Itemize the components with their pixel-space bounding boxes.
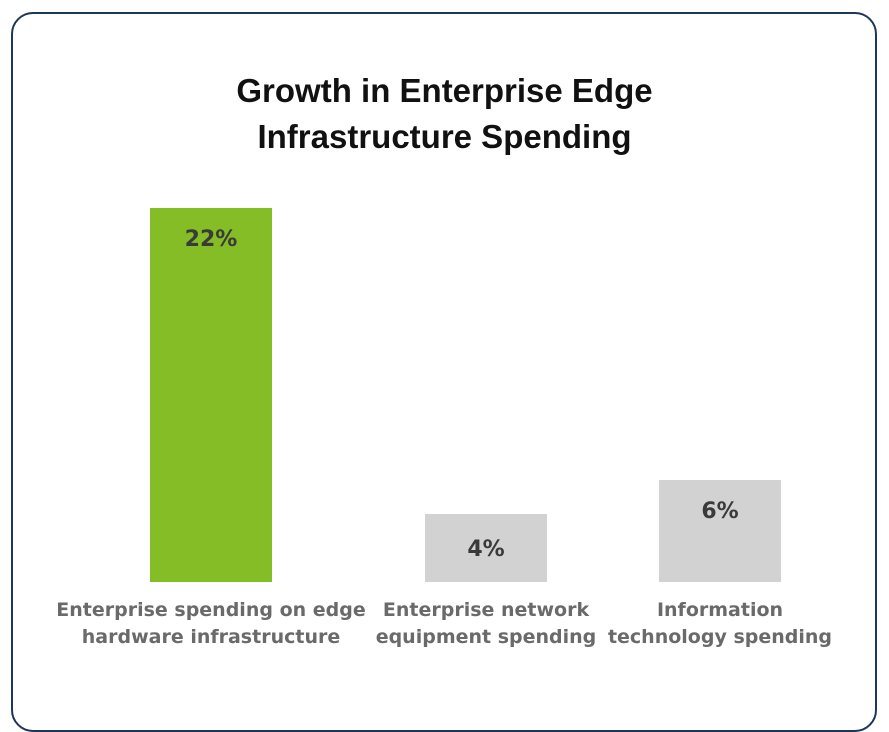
category-label-3-line-1: Information	[657, 599, 783, 621]
category-label-1-line-2: hardware infrastructure	[82, 626, 340, 648]
chart-title: Growth in Enterprise Edge Infrastructure…	[0, 68, 889, 160]
category-label-2-line-1: Enterprise network	[383, 599, 590, 621]
category-label-2-line-2: equipment spending	[376, 626, 597, 648]
bar-2	[425, 514, 547, 582]
value-label-3: 6%	[701, 499, 738, 524]
category-label-3-line-2: technology spending	[608, 626, 832, 648]
bar-chart: 22% 4% 6% Enterprise spending on edge hardw…	[56, 208, 832, 648]
bars-group	[150, 208, 781, 582]
bar-3	[659, 480, 781, 582]
value-labels-group: 22% 4% 6%	[185, 227, 739, 562]
value-label-2: 4%	[467, 537, 504, 562]
chart-title-line-2: Infrastructure Spending	[257, 118, 632, 155]
category-labels-group: Enterprise spending on edge hardware infr…	[56, 599, 832, 648]
bar-1	[150, 208, 272, 582]
chart-title-line-1: Growth in Enterprise Edge	[236, 72, 653, 109]
value-label-1: 22%	[185, 227, 238, 252]
category-label-1-line-1: Enterprise spending on edge	[56, 599, 365, 621]
